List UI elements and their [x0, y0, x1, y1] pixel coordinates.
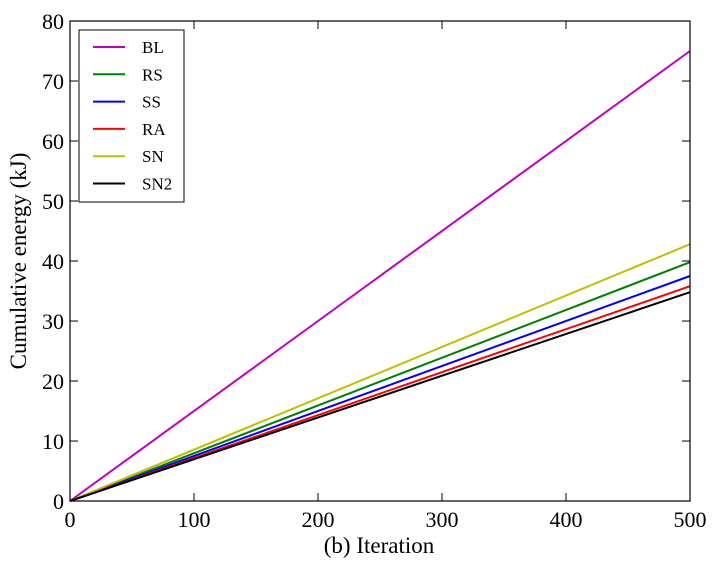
- x-tick-label: 100: [178, 507, 211, 532]
- x-tick-label: 0: [65, 507, 76, 532]
- series-line-bl: [69, 50, 691, 502]
- legend-label-ss: SS: [142, 93, 161, 112]
- series-line-sn: [69, 243, 691, 502]
- series-line-rs: [69, 261, 691, 502]
- legend-label-sn2: SN2: [142, 175, 172, 194]
- x-tick-label: 300: [426, 507, 459, 532]
- y-tick-label: 20: [42, 369, 64, 394]
- y-tick-label: 70: [42, 69, 64, 94]
- legend-label-rs: RS: [142, 65, 163, 84]
- y-tick-label: 40: [42, 249, 64, 274]
- y-tick-label: 30: [42, 309, 64, 334]
- legend-label-bl: BL: [142, 38, 164, 57]
- y-tick-label: 50: [42, 189, 64, 214]
- x-tick-label: 400: [550, 507, 583, 532]
- x-tick-label: 500: [674, 507, 707, 532]
- legend-box: [78, 29, 185, 203]
- x-axis-label: (b) Iteration: [324, 533, 435, 558]
- series-layer: [69, 50, 691, 502]
- y-tick-label: 80: [42, 9, 64, 34]
- tick-labels-layer: 0 100 200 300 400 500 0 10 20 30 40 50 60 70 80: [42, 9, 707, 532]
- y-tick-label: 0: [53, 489, 64, 514]
- legend: BL RS SS RA SN SN2: [78, 29, 185, 203]
- legend-label-sn: SN: [142, 147, 164, 166]
- y-tick-label: 60: [42, 129, 64, 154]
- ticks-layer: [69, 20, 691, 502]
- series-line-ss: [69, 275, 691, 502]
- legend-label-ra: RA: [142, 120, 166, 139]
- x-tick-label: 200: [302, 507, 335, 532]
- y-axis-label: Cumulative energy (kJ): [6, 153, 31, 370]
- series-line-sn2: [69, 291, 691, 502]
- y-tick-label: 10: [42, 429, 64, 454]
